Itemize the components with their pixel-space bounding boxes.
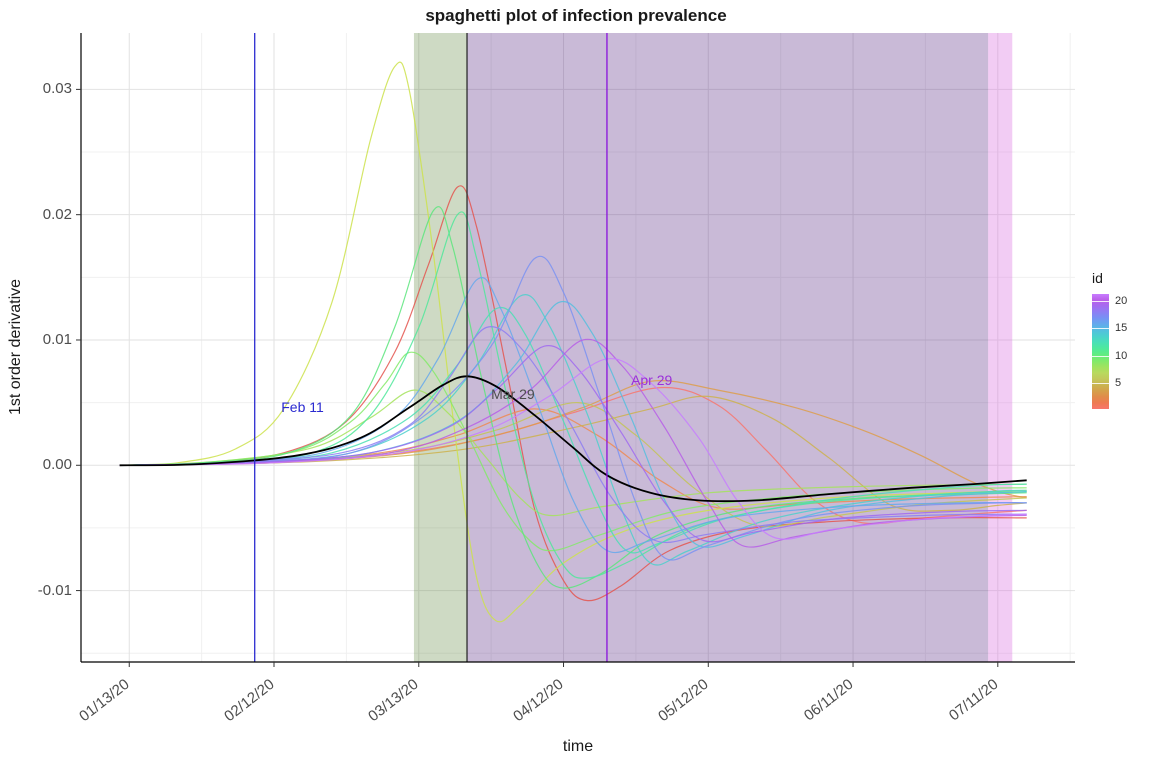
series-line-12 [119, 306, 1027, 554]
series-line-mean [119, 375, 1027, 503]
series-line-9 [119, 351, 1027, 552]
y-tick-label: 0.03 [42, 80, 72, 98]
series-line-17 [119, 326, 1027, 544]
series-line-5 [119, 395, 1027, 512]
series-line-18 [119, 344, 1027, 543]
series-line-19 [119, 338, 1027, 548]
annotation-feb-11: Feb 11 [281, 398, 324, 415]
series-line-10 [119, 206, 1027, 589]
region-purple [467, 33, 989, 662]
y-tick-label: -0.01 [37, 581, 72, 599]
y-tick-label: 0.00 [42, 456, 72, 474]
series-line-20 [119, 358, 1027, 540]
region-pink [988, 33, 1013, 662]
series-line-15 [119, 277, 1027, 554]
legend-bar-tick [1092, 301, 1109, 303]
legend-colorbar [1092, 294, 1109, 409]
legend-tick-label: 15 [1115, 322, 1128, 335]
legend-tick-label: 20 [1115, 295, 1128, 308]
legend-bar-tick [1092, 355, 1109, 357]
legend-title: id [1092, 270, 1103, 286]
legend-bar-tick [1092, 382, 1109, 384]
region-green [413, 33, 468, 662]
y-tick-label: 0.01 [42, 330, 72, 348]
y-tick-label: 0.02 [42, 205, 72, 223]
x-axis-label: time [562, 738, 594, 755]
legend-bar-tick [1092, 328, 1109, 330]
legend-tick-label: 5 [1115, 376, 1122, 389]
series-line-16 [119, 255, 1027, 561]
legend: id 20 15 10 5 [1089, 270, 1151, 440]
legend-tick-label: 10 [1115, 349, 1128, 362]
annotation-mar-29: Mar 29 [491, 386, 535, 403]
series-line-8 [119, 389, 1027, 517]
annotation-apr-29: Apr 29 [631, 372, 673, 389]
chart-title: spaghetti plot of infection prevalence [425, 6, 727, 25]
